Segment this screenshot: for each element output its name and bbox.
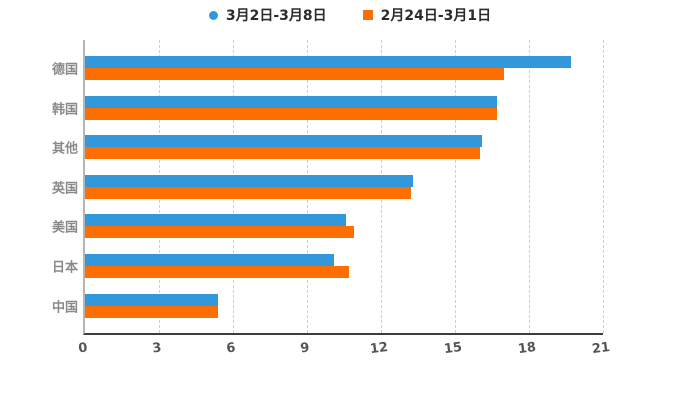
legend-item-mar2-mar8[interactable]: 3月2日-3月8日: [208, 5, 327, 25]
legend-item-feb24-mar1[interactable]: 2月24日-3月1日: [362, 5, 492, 25]
bar-日本-series1: [85, 266, 349, 278]
bar-韩国-series0: [85, 95, 497, 108]
x-tick-label-18: 18: [517, 339, 537, 358]
plot-area: [83, 40, 604, 335]
category-label-中国: 中国: [51, 300, 78, 316]
bar-德国-series0: [85, 56, 571, 68]
bar-中国-series1: [85, 305, 219, 318]
bar-德国-series1: [85, 68, 505, 80]
bar-英国-series1: [85, 186, 411, 199]
bar-美国-series0: [85, 214, 347, 227]
legend: 3月2日-3月8日 2月24日-3月1日: [0, 5, 700, 25]
gridline-x21: [603, 40, 604, 333]
bar-其他-series1: [85, 147, 480, 160]
x-tick-label-21: 21: [591, 339, 611, 358]
bar-中国-series0: [85, 293, 219, 306]
bar-日本-series0: [85, 254, 335, 266]
category-label-日本: 日本: [51, 260, 78, 276]
category-label-韩国: 韩国: [51, 102, 78, 118]
legend-circle-marker-icon: [208, 10, 218, 20]
bar-美国-series1: [85, 226, 354, 239]
gridline-x15: [455, 40, 456, 333]
x-tick-label-0: 0: [77, 340, 89, 357]
legend-label: 2月24日-3月1日: [380, 8, 492, 24]
x-tick-label-9: 9: [299, 340, 311, 357]
category-label-其他: 其他: [51, 141, 78, 157]
category-label-德国: 德国: [51, 62, 78, 78]
gridline-x18: [529, 40, 530, 333]
legend-label: 3月2日-3月8日: [225, 8, 327, 24]
bar-其他-series0: [85, 135, 483, 148]
x-tick-label-15: 15: [443, 339, 463, 358]
category-label-美国: 美国: [51, 220, 78, 236]
category-label-英国: 英国: [51, 181, 78, 197]
x-tick-label-12: 12: [369, 339, 389, 358]
legend-square-marker-icon: [362, 10, 373, 20]
bar-英国-series0: [85, 174, 414, 187]
bar-韩国-series1: [85, 107, 497, 120]
x-tick-label-6: 6: [225, 340, 237, 357]
x-tick-label-3: 3: [151, 340, 163, 357]
